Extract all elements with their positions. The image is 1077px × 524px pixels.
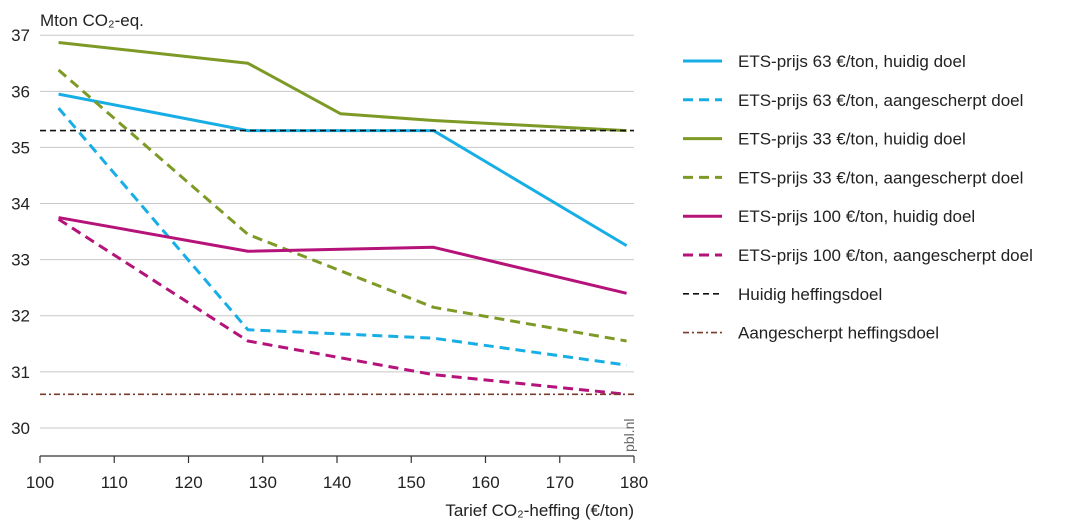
series-line bbox=[58, 92, 628, 247]
legend-label: ETS-prijs 100 €/ton, huidig doel bbox=[738, 207, 975, 226]
x-axis-title: Tarief CO₂-heffing (€/ton) bbox=[445, 501, 634, 520]
series-lines bbox=[40, 41, 634, 396]
x-tick-label: 140 bbox=[323, 473, 351, 492]
y-tick-label: 37 bbox=[11, 26, 30, 45]
x-tick-label: 100 bbox=[26, 473, 54, 492]
x-tick-label: 150 bbox=[397, 473, 425, 492]
y-tick-label: 34 bbox=[11, 195, 30, 214]
legend-label: ETS-prijs 33 €/ton, huidig doel bbox=[738, 130, 966, 149]
x-tick-label: 120 bbox=[174, 473, 202, 492]
axes: 100 110 120 130 140 150 160 170 180 30 31 32 33 34 35 3… bbox=[11, 26, 648, 492]
legend-label: ETS-prijs 63 €/ton, aangescherpt doel bbox=[738, 91, 1023, 110]
gridlines bbox=[40, 34, 634, 429]
series-line bbox=[57, 107, 627, 367]
x-tick-label: 110 bbox=[101, 473, 128, 492]
x-tick-label: 130 bbox=[249, 473, 277, 492]
legend-label: ETS-prijs 63 €/ton, huidig doel bbox=[738, 52, 966, 71]
y-tick-label: 33 bbox=[11, 251, 30, 270]
y-axis-title: Mton CO₂-eq. bbox=[40, 11, 144, 30]
legend-label: ETS-prijs 100 €/ton, aangescherpt doel bbox=[738, 246, 1033, 265]
legend-label: Huidig heffingsdoel bbox=[738, 285, 882, 304]
legend: ETS-prijs 63 €/ton, huidig doel ETS-prijs… bbox=[683, 52, 1033, 343]
y-tick-label: 31 bbox=[11, 363, 30, 382]
legend-label: Aangescherpt heffingsdoel bbox=[738, 324, 939, 343]
series-line bbox=[58, 41, 627, 133]
series-line bbox=[57, 217, 627, 396]
x-tick-label: 170 bbox=[546, 473, 574, 492]
series-line bbox=[57, 68, 627, 343]
y-tick-label: 35 bbox=[11, 138, 30, 157]
legend-label: ETS-prijs 33 €/ton, aangescherpt doel bbox=[738, 168, 1023, 187]
y-tick-label: 32 bbox=[11, 307, 30, 326]
y-tick-label: 36 bbox=[11, 82, 30, 101]
x-tick-label: 180 bbox=[620, 473, 648, 492]
series-line bbox=[58, 216, 627, 295]
y-tick-label: 30 bbox=[11, 419, 30, 438]
x-tick-label: 160 bbox=[471, 473, 499, 492]
watermark: pbl.nl bbox=[621, 419, 637, 452]
